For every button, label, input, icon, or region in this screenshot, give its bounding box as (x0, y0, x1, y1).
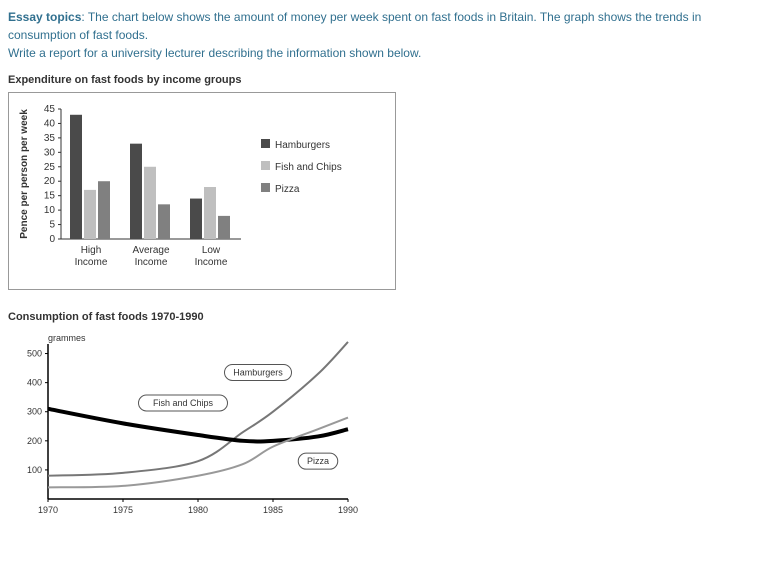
svg-text:300: 300 (27, 407, 42, 417)
bar-chart-title: Expenditure on fast foods by income grou… (8, 74, 758, 86)
svg-text:45: 45 (44, 104, 56, 115)
svg-text:35: 35 (44, 133, 56, 144)
svg-text:5: 5 (49, 220, 55, 231)
svg-text:1985: 1985 (263, 505, 283, 515)
svg-text:1970: 1970 (38, 505, 58, 515)
line-chart-svg: grammes 100 200 300 400 500 1970 1975 1980 1985 19… (8, 329, 388, 529)
essay-topics-label: Essay topics (8, 10, 81, 24)
svg-text:25: 25 (44, 162, 56, 173)
svg-text:Pence per person per week: Pence per person per week (19, 109, 30, 239)
svg-text:Hamburgers: Hamburgers (233, 367, 283, 377)
svg-text:Income: Income (195, 257, 228, 268)
svg-text:Income: Income (75, 257, 108, 268)
svg-text:15: 15 (44, 191, 56, 202)
svg-text:1980: 1980 (188, 505, 208, 515)
svg-text:0: 0 (49, 234, 55, 245)
svg-text:30: 30 (44, 147, 56, 158)
svg-text:Pizza: Pizza (307, 456, 329, 466)
line-chart-title: Consumption of fast foods 1970-1990 (8, 311, 758, 323)
line-chart-container: grammes 100 200 300 400 500 1970 1975 1980 1985 19… (8, 329, 758, 529)
svg-text:40: 40 (44, 118, 56, 129)
svg-text:Hamburgers: Hamburgers (275, 140, 330, 151)
svg-text:1990: 1990 (338, 505, 358, 515)
bar-chart-svg: 0 5 10 15 20 25 30 35 40 45 Pence per person per w… (13, 101, 383, 281)
svg-text:500: 500 (27, 349, 42, 359)
svg-text:Pizza: Pizza (275, 184, 300, 195)
svg-text:400: 400 (27, 378, 42, 388)
svg-text:Average: Average (132, 245, 170, 256)
svg-text:20: 20 (44, 176, 56, 187)
svg-text:High: High (81, 245, 102, 256)
svg-text:10: 10 (44, 205, 56, 216)
essay-topics-block: Essay topics: The chart below shows the … (8, 8, 758, 62)
essay-topics-text1: : The chart below shows the amount of mo… (8, 10, 701, 42)
svg-text:200: 200 (27, 436, 42, 446)
svg-text:Income: Income (135, 257, 168, 268)
svg-text:1975: 1975 (113, 505, 133, 515)
essay-topics-text2: Write a report for a university lecturer… (8, 46, 421, 60)
svg-text:100: 100 (27, 465, 42, 475)
bar-chart-container: 0 5 10 15 20 25 30 35 40 45 Pence per person per w… (8, 92, 396, 290)
svg-text:grammes: grammes (48, 333, 86, 343)
svg-text:Low: Low (202, 245, 221, 256)
svg-text:Fish and Chips: Fish and Chips (153, 398, 214, 408)
svg-text:Fish and Chips: Fish and Chips (275, 162, 342, 173)
